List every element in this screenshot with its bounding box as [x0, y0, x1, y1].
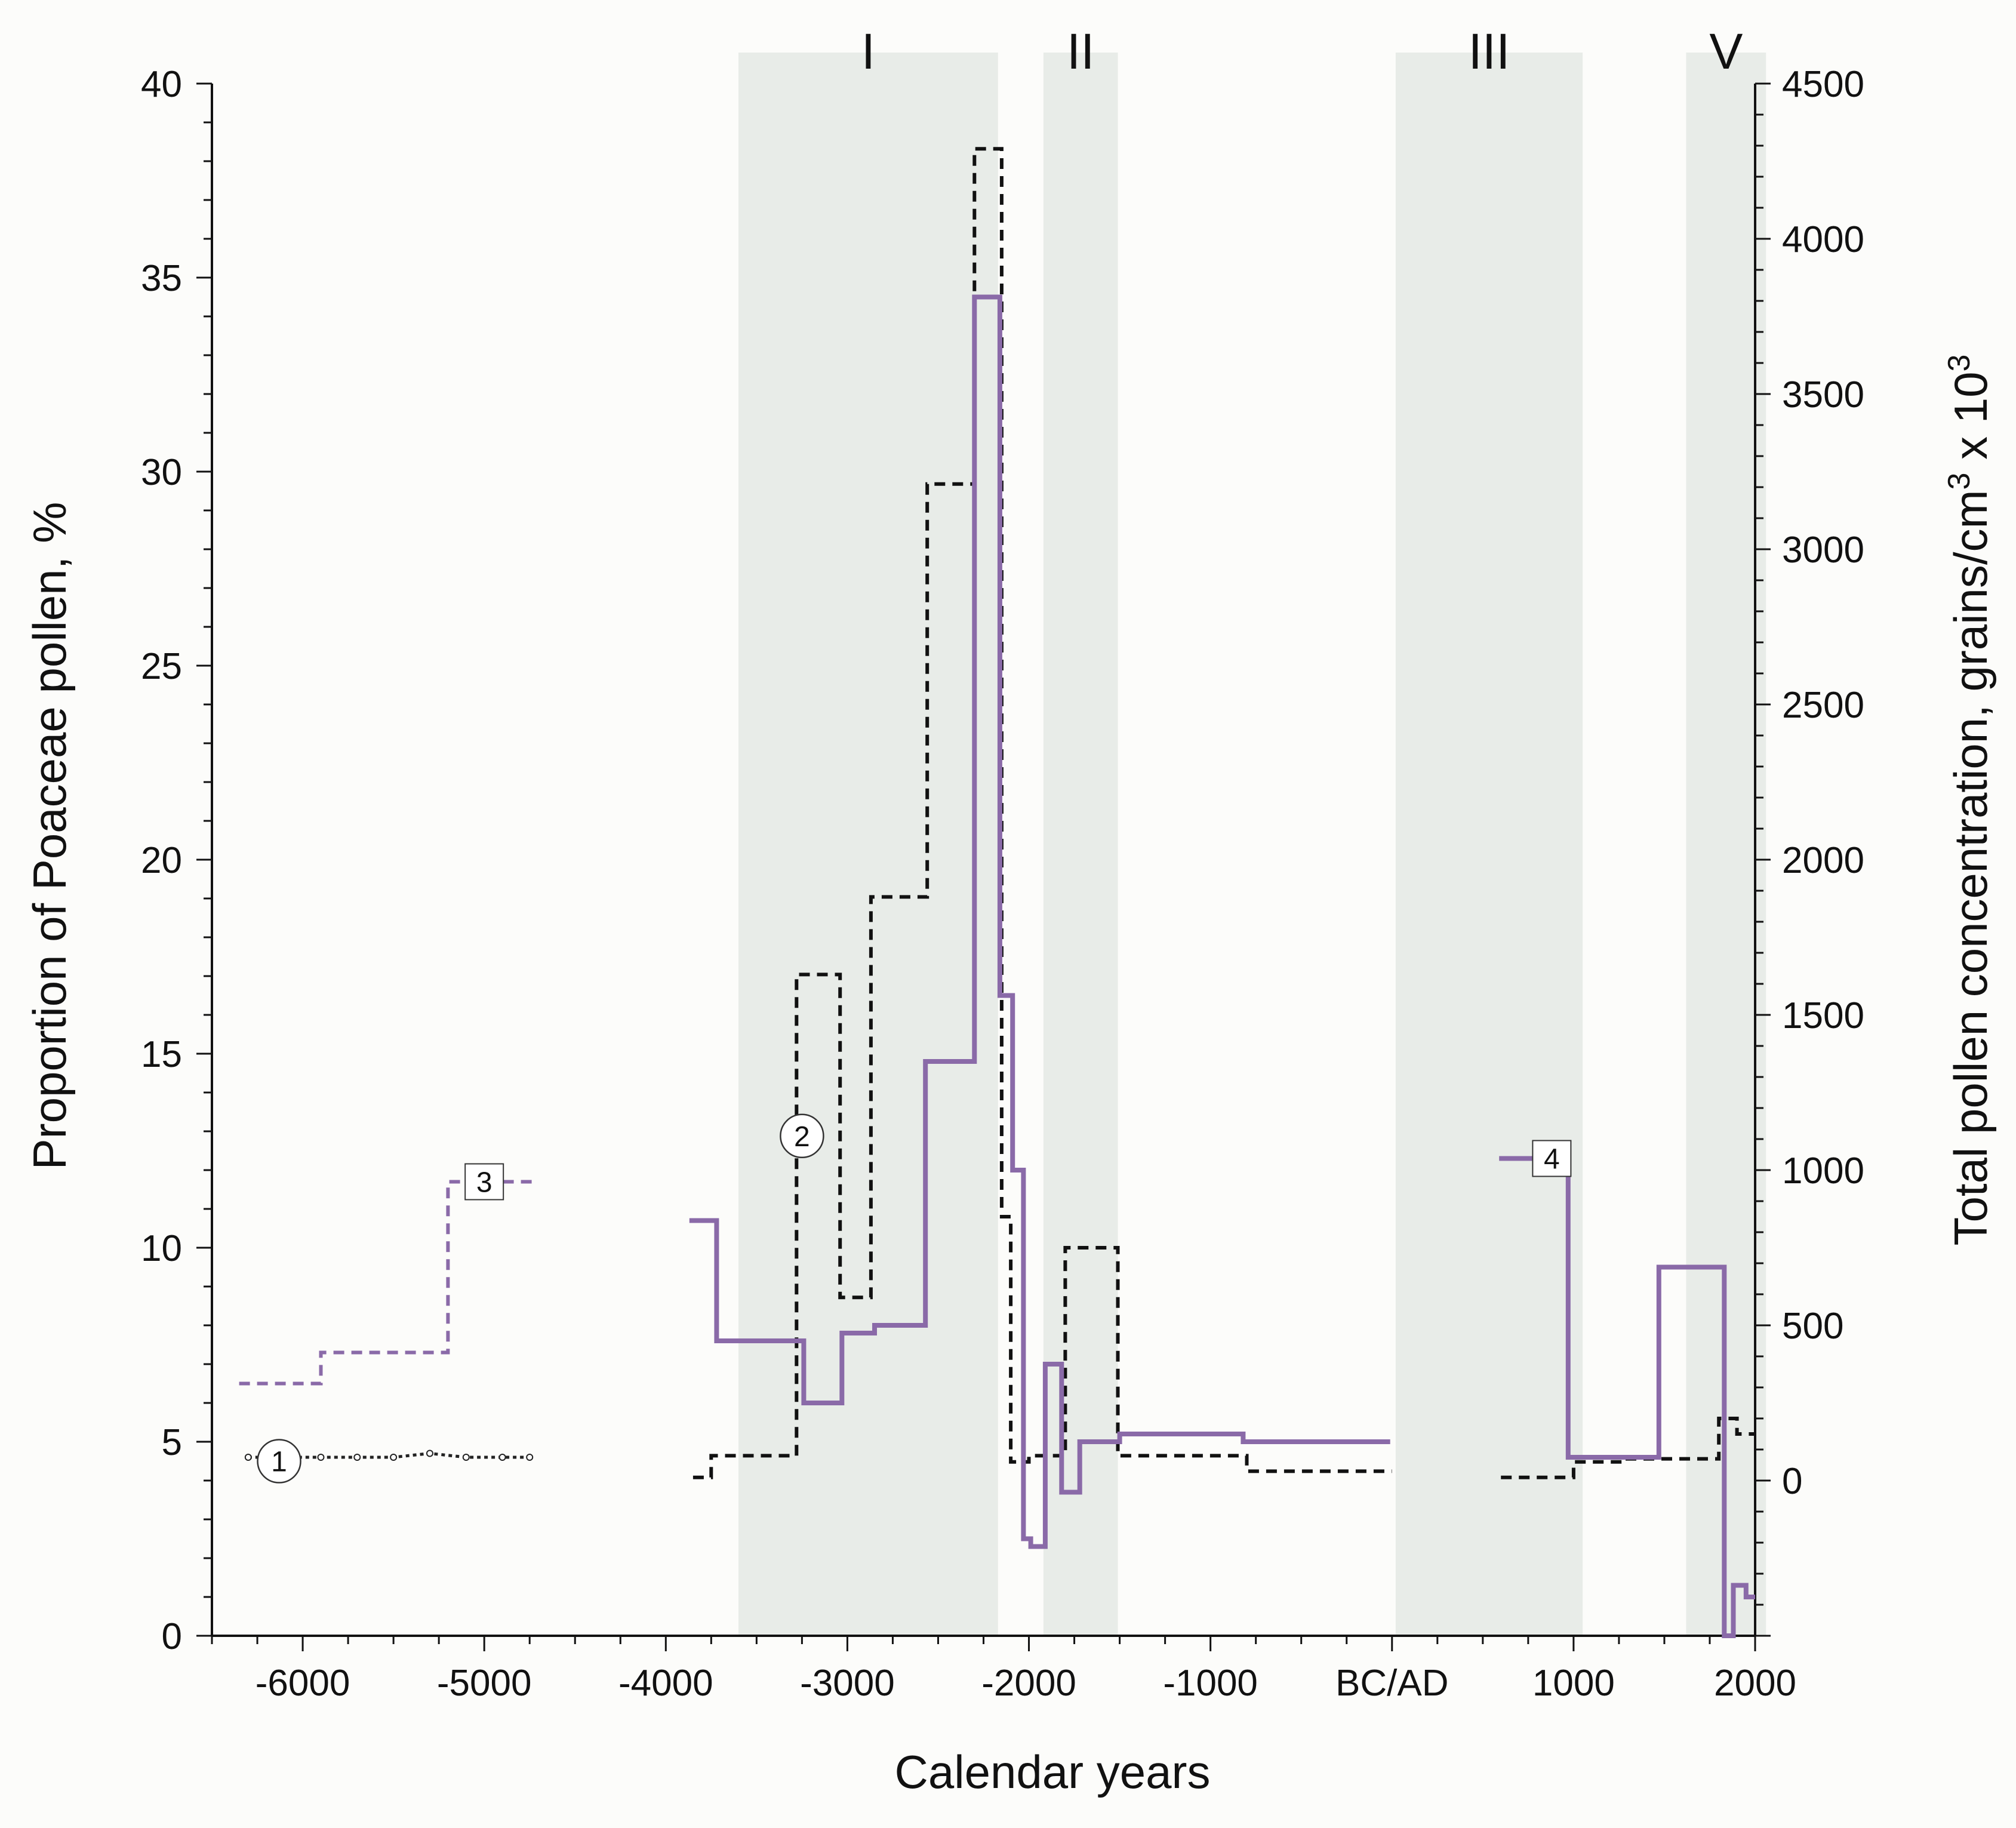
series-4-line	[689, 294, 1390, 1549]
band-1	[738, 53, 998, 1636]
y-right-tick-label: 3000	[1782, 530, 1864, 571]
y-right-axis-title-mid: x 10	[1944, 371, 1997, 472]
series-1-point	[426, 1450, 433, 1457]
y-left-tick-label: 25	[141, 646, 182, 687]
series-3-marker-box	[464, 1163, 504, 1201]
y-right-axis-title: Total pollen concentration, grains/cm3 x…	[1942, 355, 1997, 1246]
series-2-line-part2	[1501, 1417, 1755, 1479]
y-left-tick-label: 15	[141, 1034, 182, 1075]
x-tick-label: -6000	[256, 1663, 350, 1704]
series-1-point	[317, 1454, 325, 1461]
x-tick-label: -3000	[800, 1663, 895, 1704]
y-left-axis-title: Proportion of Poaceae pollen, %	[23, 502, 76, 1170]
highlight-bands: I II III V	[738, 23, 1766, 1636]
band-3	[1395, 53, 1583, 1636]
series-1-point	[244, 1454, 252, 1461]
x-tick-label: -4000	[618, 1663, 713, 1704]
x-tick-label: BC/AD	[1335, 1663, 1448, 1704]
y-right-tick-label: 500	[1782, 1306, 1843, 1347]
axes: -6000 -5000 -4000 -3000 -2000 -1000 BC/AD 1000 2…	[141, 64, 1864, 1704]
y-left-tick-label: 30	[141, 452, 182, 493]
series-4-line-part2	[1499, 1156, 1755, 1638]
series-3-marker-label: 3	[476, 1167, 493, 1199]
series-1-marker-circle	[257, 1439, 301, 1484]
y-right-axis-title-main: Total pollen concentration, grains/cm	[1944, 490, 1997, 1245]
series-1-marker-label: 1	[271, 1447, 287, 1478]
y-right-tick-label: 3500	[1782, 374, 1864, 416]
band-label-4: V	[1709, 23, 1743, 79]
x-tick-label: 2000	[1714, 1663, 1796, 1704]
x-tick-label: -5000	[437, 1663, 532, 1704]
y-left-tick-label: 10	[141, 1228, 182, 1269]
series-4-marker-box	[1532, 1140, 1572, 1177]
band-label-1: I	[861, 23, 875, 79]
x-tick-label: -2000	[981, 1663, 1076, 1704]
y-right-tick-label: 4500	[1782, 64, 1864, 105]
series-markers: 1 2 3 4	[257, 1113, 1572, 1484]
series-4-marker-label: 4	[1544, 1144, 1560, 1175]
x-axis-title: Calendar years	[895, 1746, 1211, 1798]
y-right-tick-label: 1000	[1782, 1150, 1864, 1192]
series-2-marker-circle	[780, 1113, 824, 1159]
band-label-3: III	[1468, 23, 1510, 79]
series-1-point	[390, 1454, 398, 1461]
y-left-tick-label: 0	[162, 1616, 182, 1657]
x-tick-label: 1000	[1532, 1663, 1615, 1704]
series-1-point	[353, 1454, 361, 1461]
y-right-tick-label: 1500	[1782, 995, 1864, 1036]
y-left-tick-label: 20	[141, 840, 182, 881]
y-right-tick-label: 4000	[1782, 219, 1864, 260]
y-left-tick-label: 40	[141, 64, 182, 105]
series-1-point	[526, 1454, 534, 1461]
data-series	[239, 147, 1755, 1638]
y-left-tick-label: 5	[162, 1422, 182, 1463]
x-tick-label: -1000	[1163, 1663, 1258, 1704]
band-label-2: II	[1067, 23, 1095, 79]
series-1-point	[462, 1454, 470, 1461]
band-2	[1043, 53, 1118, 1636]
y-right-axis-title-sup1: 3	[1942, 473, 1977, 490]
y-right-tick-label: 2000	[1782, 840, 1864, 881]
y-right-tick-label: 0	[1782, 1461, 1802, 1502]
series-2-marker-label: 2	[794, 1121, 810, 1153]
y-right-tick-label: 2500	[1782, 685, 1864, 726]
y-left-tick-label: 35	[141, 258, 182, 299]
y-right-axis-title-sup2: 3	[1942, 355, 1977, 372]
series-1-point	[498, 1454, 506, 1461]
